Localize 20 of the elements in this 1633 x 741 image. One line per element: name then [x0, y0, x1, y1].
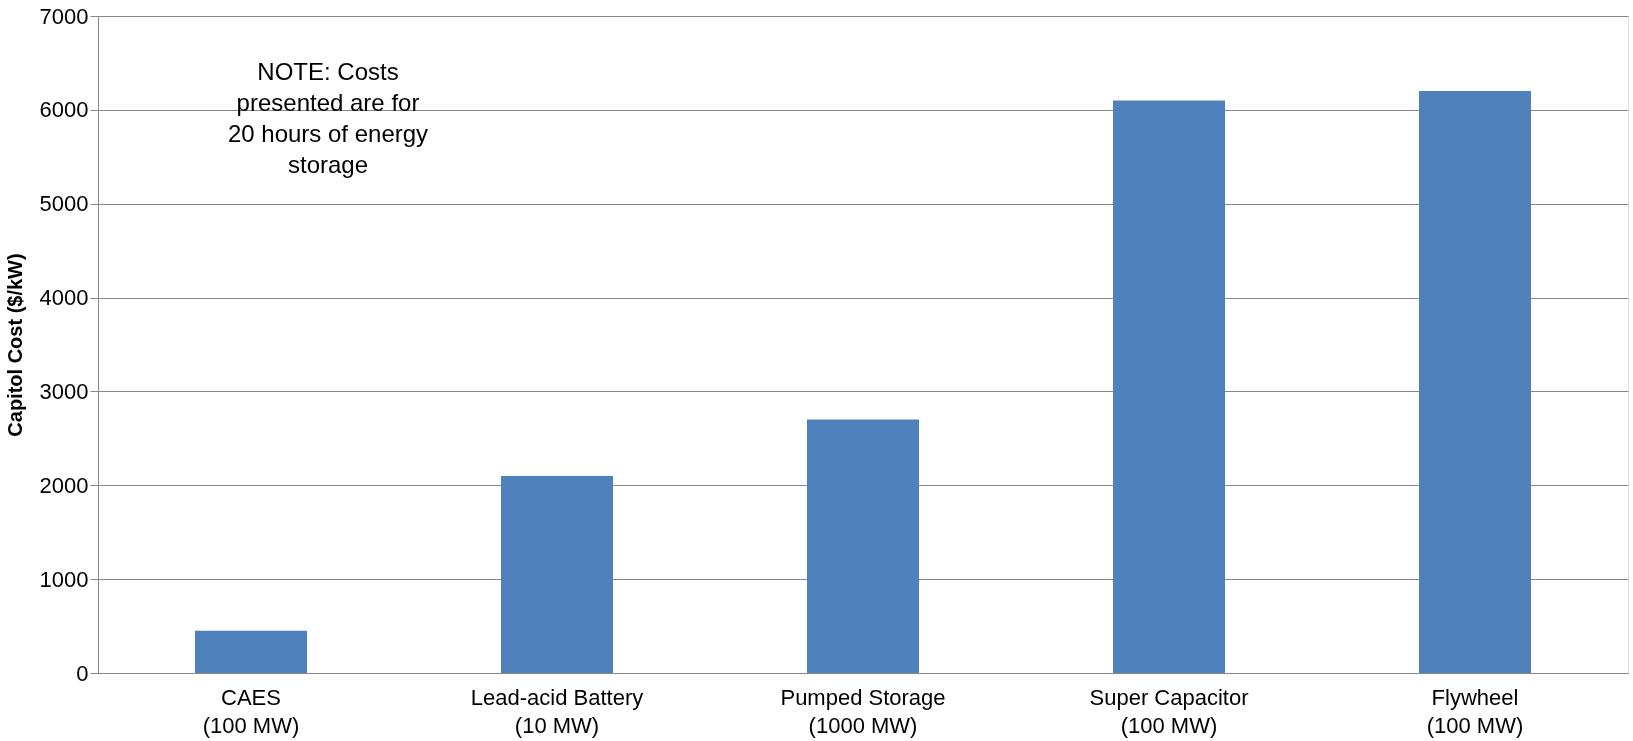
y-tick-label: 6000 [39, 97, 89, 123]
bar [501, 475, 613, 673]
bar [1419, 91, 1531, 673]
annotation: NOTE: Costs presented are for 20 hours of energy storage [227, 58, 429, 178]
y-tick-label: 1000 [39, 566, 89, 592]
y-tick-label: 4000 [39, 285, 89, 311]
bar [807, 419, 919, 673]
x-tick-label: Super Capacitor (100 MW) [1089, 684, 1249, 738]
bar [1113, 100, 1225, 673]
y-tick-label: 7000 [39, 3, 89, 29]
x-tick-label: Flywheel (100 MW) [1426, 684, 1524, 738]
x-tick-label: Lead-acid Battery (10 MW) [470, 684, 644, 738]
y-tick-label: 0 [76, 660, 89, 686]
y-axis-title: Capitol Cost ($/kW) [3, 253, 26, 437]
y-tick-label: 3000 [39, 378, 89, 404]
y-tick-label: 2000 [39, 472, 89, 498]
x-tick-label: Pumped Storage (1000 MW) [780, 684, 946, 738]
bar [195, 630, 307, 673]
y-tick-label: 5000 [39, 191, 89, 217]
x-tick-label: CAES (100 MW) [202, 684, 300, 738]
